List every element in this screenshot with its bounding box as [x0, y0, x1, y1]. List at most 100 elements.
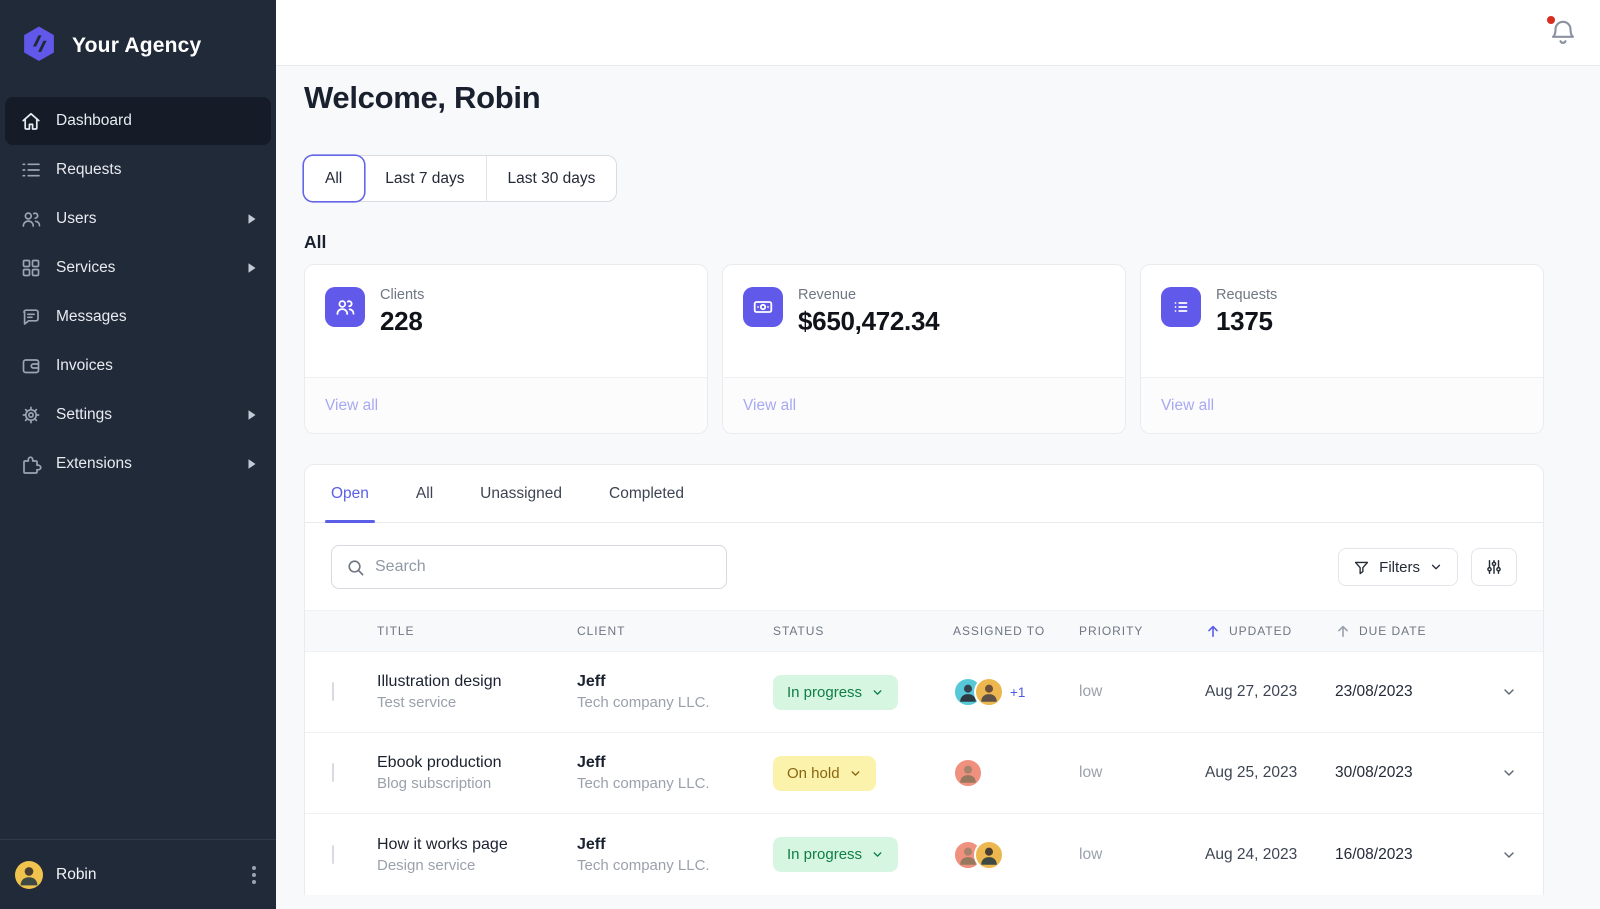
tab-completed[interactable]: Completed	[609, 484, 684, 502]
row-expand-button[interactable]	[1501, 684, 1517, 700]
priority-value: low	[1079, 845, 1103, 863]
sidebar-item-extensions[interactable]: Extensions	[5, 440, 271, 488]
sidebar-item-services[interactable]: Services	[5, 244, 271, 292]
request-service: Test service	[377, 694, 457, 711]
sidebar-item-label: Extensions	[56, 455, 132, 472]
sidebar-item-label: Requests	[56, 161, 122, 178]
sidebar-item-users[interactable]: Users	[5, 195, 271, 243]
stat-card-requests: Requests 1375 View all	[1140, 264, 1544, 434]
row-checkbox[interactable]	[332, 844, 334, 864]
grid-icon	[20, 257, 42, 279]
view-all-link[interactable]: View all	[743, 396, 797, 414]
requests-tabs: Open All Unassigned Completed	[305, 465, 1543, 523]
section-title: All	[304, 232, 327, 252]
status-dropdown[interactable]: In progress	[773, 837, 899, 872]
request-title[interactable]: How it works page	[377, 835, 508, 853]
avatar	[953, 758, 983, 788]
column-due-date[interactable]: Due date	[1335, 623, 1475, 639]
stat-card-clients: Clients 228 View all	[304, 264, 708, 434]
search-box[interactable]	[331, 545, 727, 589]
sidebar: Your Agency Dashboard Requests Users Ser…	[0, 0, 276, 909]
sidebar-item-label: Users	[56, 210, 97, 227]
status-dropdown[interactable]: On hold	[773, 755, 876, 791]
view-all-link[interactable]: View all	[325, 396, 379, 414]
chevron-down-icon	[1504, 851, 1514, 858]
stat-value: 1375	[1216, 306, 1273, 336]
notifications-button[interactable]	[1547, 15, 1578, 48]
table-row: Illustration design Test service Jeff Te…	[305, 652, 1543, 733]
banknote-icon	[743, 287, 783, 327]
chevron-down-icon	[851, 770, 859, 776]
kebab-menu-icon[interactable]	[246, 860, 262, 890]
filters-button[interactable]: Filters	[1338, 548, 1458, 586]
tab-all[interactable]: All	[415, 484, 434, 502]
sidebar-nav: Dashboard Requests Users Services Messag…	[0, 89, 276, 488]
tab-open[interactable]: Open	[325, 465, 375, 523]
request-title[interactable]: Ebook production	[377, 754, 502, 771]
client-name: Jeff	[577, 754, 606, 771]
sidebar-item-dashboard[interactable]: Dashboard	[5, 97, 271, 145]
row-expand-button[interactable]	[1501, 765, 1517, 781]
chevron-right-icon	[248, 459, 256, 469]
main-area: Welcome, Robin All Last 7 days Last 30 d…	[276, 0, 1600, 909]
brand[interactable]: Your Agency	[0, 0, 276, 89]
request-service: Blog subscription	[377, 775, 492, 792]
sliders-icon	[1487, 559, 1501, 575]
column-assigned-to[interactable]: Assigned to	[953, 624, 1046, 638]
sidebar-item-label: Messages	[56, 308, 127, 325]
stat-label: Requests	[1216, 287, 1278, 303]
status-dropdown[interactable]: In progress	[773, 674, 899, 710]
table-settings-button[interactable]	[1471, 548, 1517, 586]
client-name: Jeff	[577, 835, 606, 853]
column-title[interactable]: Title	[377, 624, 415, 638]
row-checkbox[interactable]	[332, 682, 334, 701]
chevron-down-icon	[1504, 689, 1514, 695]
due-date: 16/08/2023	[1335, 845, 1413, 863]
chevron-down-icon	[1504, 770, 1514, 776]
extra-assignees[interactable]: +1	[1010, 684, 1026, 700]
row-expand-button[interactable]	[1501, 847, 1517, 863]
wallet-icon	[20, 355, 42, 377]
range-tab-last-30-days[interactable]: Last 30 days	[487, 156, 617, 201]
range-tab-last-7-days[interactable]: Last 7 days	[364, 156, 487, 201]
client-company: Tech company LLC.	[577, 775, 710, 792]
page-title: Welcome, Robin	[304, 80, 541, 115]
column-status[interactable]: Status	[773, 624, 825, 638]
brand-logo-icon	[20, 24, 58, 67]
requests-panel: Open All Unassigned Completed Filters	[304, 464, 1544, 895]
search-icon	[348, 559, 364, 575]
row-checkbox[interactable]	[332, 763, 334, 782]
stat-value: 228	[380, 306, 423, 336]
sidebar-item-requests[interactable]: Requests	[5, 146, 271, 194]
priority-value: low	[1079, 683, 1103, 700]
gear-icon	[20, 404, 42, 426]
tab-unassigned[interactable]: Unassigned	[480, 484, 563, 502]
stat-label: Clients	[380, 287, 425, 303]
sidebar-user[interactable]: Robin	[0, 839, 276, 909]
sort-arrow-up-icon	[1208, 625, 1218, 637]
notification-dot	[1547, 15, 1555, 24]
stat-cards: Clients 228 View all Revenue	[304, 264, 1544, 434]
date-range-segmented-control: All Last 7 days Last 30 days	[304, 156, 617, 201]
column-priority[interactable]: Priority	[1079, 624, 1144, 638]
sidebar-item-messages[interactable]: Messages	[5, 293, 271, 341]
client-company: Tech company LLC.	[577, 856, 710, 874]
column-updated[interactable]: Updated	[1205, 623, 1335, 639]
chevron-down-icon	[1431, 564, 1441, 570]
request-title[interactable]: Illustration design	[377, 673, 502, 690]
home-icon	[20, 110, 42, 132]
sidebar-item-settings[interactable]: Settings	[5, 391, 271, 439]
list-icon	[20, 159, 42, 181]
stat-label: Revenue	[798, 287, 857, 303]
table-header: Title Client Status Assigned to Priority…	[305, 610, 1543, 652]
search-input[interactable]	[375, 558, 712, 576]
bell-icon	[1551, 20, 1575, 44]
range-tab-all[interactable]: All	[304, 156, 365, 201]
request-service: Design service	[377, 856, 476, 874]
funnel-icon	[1355, 561, 1369, 574]
chevron-right-icon	[248, 410, 256, 420]
view-all-link[interactable]: View all	[1161, 396, 1215, 414]
column-client[interactable]: Client	[577, 624, 626, 638]
brand-name: Your Agency	[72, 33, 202, 57]
sidebar-item-invoices[interactable]: Invoices	[5, 342, 271, 390]
